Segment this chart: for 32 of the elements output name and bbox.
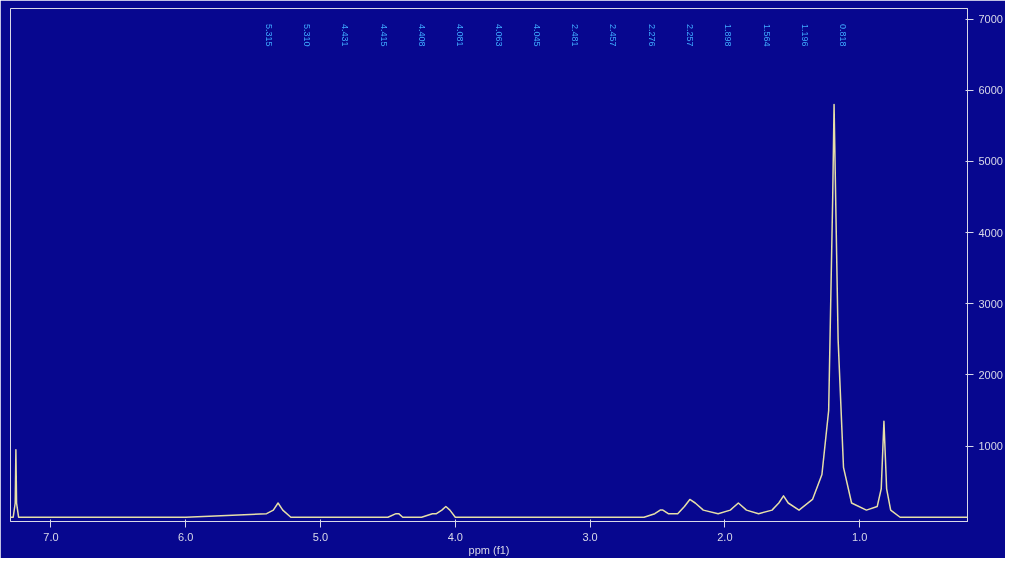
annotation: 1.564 — [761, 23, 772, 47]
x-tick-label: 3.0 — [582, 530, 598, 543]
annotation: 4.408 — [417, 23, 428, 47]
y-tick-label: 2000 — [978, 368, 1003, 381]
x-tick-label: 4.0 — [447, 530, 463, 543]
annotation: 1.196 — [799, 23, 810, 47]
x-tick-label: 2.0 — [717, 530, 733, 543]
annotation: 4.431 — [340, 23, 351, 47]
line-series — [10, 103, 968, 518]
annotation: 5.315 — [263, 23, 274, 47]
x-axis-title: ppm (f1) — [468, 543, 510, 556]
annotation: 4.063 — [493, 23, 504, 47]
annotation: 2.481 — [570, 23, 581, 47]
annotation: 1.898 — [723, 23, 734, 47]
y-tick-label: 1000 — [978, 440, 1003, 453]
annotation: 4.415 — [378, 23, 389, 47]
y-tick-label: 3000 — [978, 297, 1003, 310]
y-tick-label: 7000 — [978, 13, 1003, 26]
y-tick-label: 5000 — [978, 155, 1003, 168]
x-tick-label: 1.0 — [852, 530, 868, 543]
x-tick-label: 6.0 — [178, 530, 194, 543]
y-tick-label: 4000 — [978, 226, 1003, 239]
annotation: 2.276 — [646, 23, 657, 47]
annotation: 5.310 — [302, 23, 313, 47]
x-tick-label: 5.0 — [312, 530, 329, 543]
annotation: 4.081 — [455, 23, 466, 47]
annotation: 4.045 — [531, 23, 542, 47]
y-tick-label: 6000 — [978, 84, 1003, 97]
annotation: 2.257 — [684, 23, 695, 47]
annotation: 2.457 — [608, 23, 619, 47]
annotation: 0.818 — [838, 23, 849, 47]
x-tick-label: 7.0 — [43, 530, 59, 543]
